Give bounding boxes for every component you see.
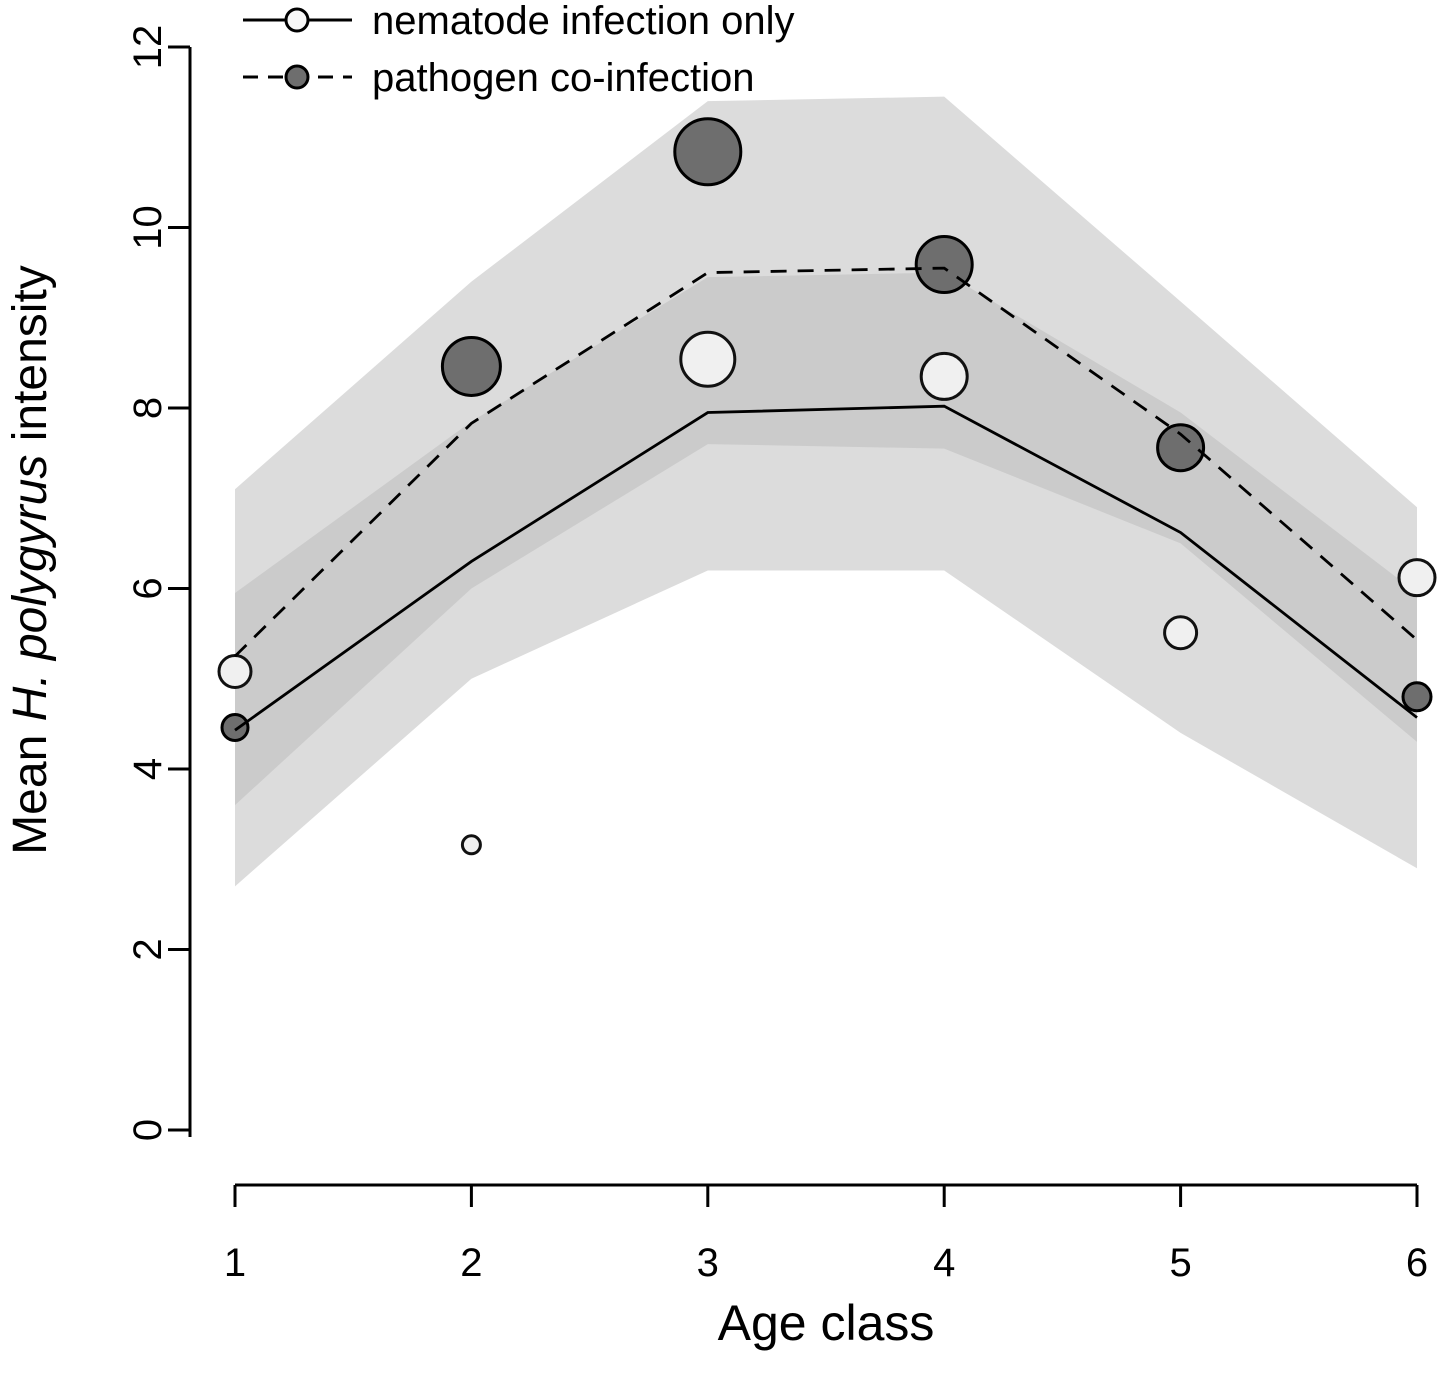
point-nematode-age-4 (919, 351, 969, 401)
x-tick-label-4: 4 (933, 1241, 955, 1285)
point-coinfection-age-6 (1401, 681, 1433, 713)
point-coinfection-age-3 (673, 117, 743, 187)
ci-ribbon-coinfection (235, 96, 1417, 806)
y-axis-title: Mean H. polygyrus intensity (4, 265, 57, 855)
point-coinfection-age-2 (440, 335, 502, 397)
point-nematode-age-5 (1163, 615, 1199, 651)
y-tick-label-8: 8 (126, 397, 170, 419)
legend-label-coinfection: pathogen co-infection (372, 56, 755, 100)
y-tick-label-12: 12 (126, 25, 170, 70)
point-nematode-age-6 (1397, 558, 1437, 598)
y-tick-label-0: 0 (126, 1119, 170, 1141)
point-coinfection-age-4 (914, 235, 974, 295)
y-tick-label-4: 4 (126, 758, 170, 780)
x-tick-label-6: 6 (1406, 1241, 1428, 1285)
x-tick-label-2: 2 (460, 1241, 482, 1285)
point-nematode-age-1 (217, 654, 253, 690)
point-nematode-age-3 (679, 330, 737, 388)
fitted-line-coinfection (234, 266, 1418, 658)
y-tick-label-6: 6 (126, 577, 170, 599)
point-nematode-age-2 (460, 834, 482, 856)
legend: nematode infection only pathogen co-infe… (243, 0, 795, 100)
point-coinfection-age-5 (1156, 423, 1206, 473)
point-coinfection-age-1 (220, 712, 250, 742)
x-axis-title: Age class (718, 1295, 935, 1351)
fitted-line-nematode (234, 404, 1418, 732)
legend-open-circle-icon (284, 7, 310, 33)
x-tick-label-1: 1 (224, 1241, 246, 1285)
y-tick-label-10: 10 (126, 205, 170, 250)
legend-filled-circle-icon (284, 64, 310, 90)
x-tick-label-5: 5 (1169, 1241, 1191, 1285)
confidence-ribbons (235, 96, 1417, 887)
fitted-lines (234, 266, 1418, 732)
x-tick-label-3: 3 (697, 1241, 719, 1285)
legend-label-nematode: nematode infection only (372, 0, 795, 43)
axis-labels: Age class Mean H. polygyrus intensity (4, 265, 934, 1351)
y-tick-label-2: 2 (126, 938, 170, 960)
